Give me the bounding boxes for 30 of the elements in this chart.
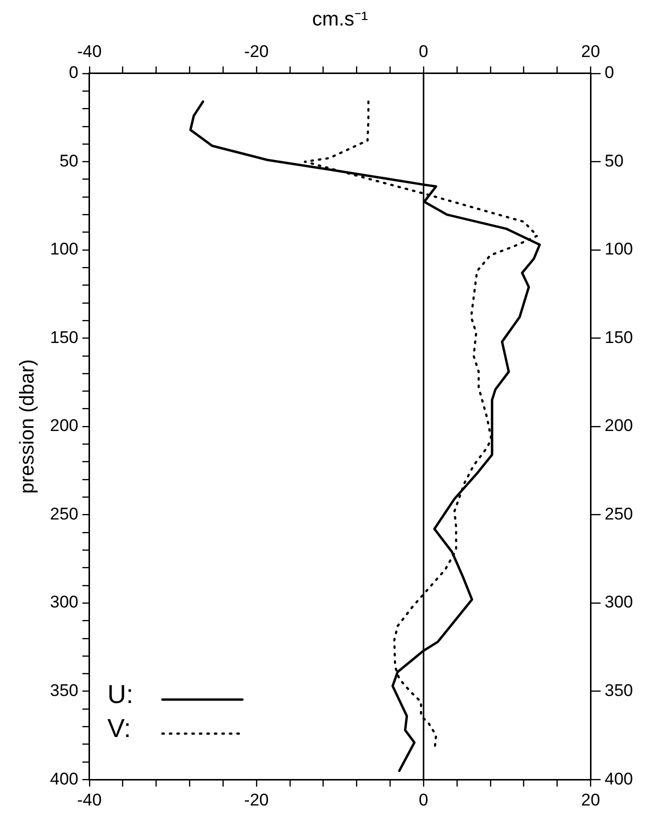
x-tick-label: -20	[244, 790, 269, 810]
y-tick-label: 350	[50, 681, 78, 700]
x-tick-label: 20	[581, 790, 600, 810]
y-axis-title: pression (dbar)	[16, 359, 39, 494]
y2-tick-label: 350	[604, 681, 634, 700]
y-tick-label: 0	[68, 63, 78, 82]
y-tick-label: 100	[50, 240, 78, 259]
y-tick-label: 250	[50, 504, 78, 524]
y-tick-label: 150	[50, 328, 78, 347]
y-tick-label: 400	[50, 769, 78, 788]
y2-tick-label: 100	[604, 240, 634, 259]
x2-tick-label: -40	[77, 42, 102, 61]
y-tick-label: 200	[50, 416, 78, 436]
x-tick-label: 0	[418, 790, 428, 810]
legend-label: U:	[107, 678, 134, 709]
x2-tick-label: -20	[244, 42, 269, 61]
x2-tick-label: 20	[581, 42, 600, 61]
y2-tick-label: 150	[604, 328, 634, 347]
y2-tick-label: 400	[604, 769, 634, 788]
x2-tick-label: 0	[418, 42, 428, 61]
y2-tick-label: 200	[604, 416, 634, 436]
x-tick-label: -40	[77, 790, 102, 810]
x2-axis-title: cm.s⁻¹	[312, 8, 368, 31]
y2-tick-label: 250	[604, 504, 634, 524]
y2-tick-label: 300	[604, 592, 634, 612]
y-tick-label: 300	[50, 592, 78, 612]
y2-tick-label: 50	[604, 151, 624, 170]
legend-label: V:	[107, 712, 131, 743]
y-tick-label: 50	[59, 151, 78, 170]
y2-tick-label: 0	[604, 63, 614, 82]
